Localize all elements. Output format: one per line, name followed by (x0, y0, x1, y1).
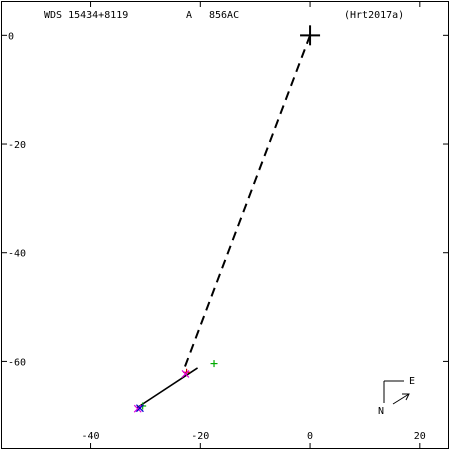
x-tick-label: -40 (82, 431, 100, 442)
primary-star-marker (300, 25, 321, 46)
compass-rose: NE (378, 376, 415, 417)
reference-label: (Hrt2017a) (344, 10, 405, 21)
y-tick-label: -20 (8, 140, 26, 151)
pair-label: A (186, 10, 193, 21)
y-tick-label: -60 (8, 357, 26, 368)
compass-east-label: E (409, 376, 415, 387)
observation-marker (136, 404, 144, 413)
observation-marker (210, 360, 218, 368)
y-tick-label: 0 (8, 31, 14, 42)
compass-north-label: N (378, 406, 384, 417)
orbit-segment (136, 367, 199, 409)
system-label: WDS 15434+8119 (44, 10, 129, 21)
observation-marker (133, 404, 142, 413)
y-tick-label: -40 (8, 249, 26, 260)
x-tick-label: 0 (307, 431, 313, 442)
x-tick-label: 20 (414, 431, 426, 442)
data-lines (136, 34, 311, 409)
discoverer-label: 856AC (209, 10, 240, 21)
direction-arrow-icon (392, 393, 410, 405)
data-markers (133, 25, 321, 413)
reference-dashed-line (182, 34, 311, 370)
x-tick-label: -20 (191, 431, 209, 442)
observation-marker (181, 369, 190, 378)
